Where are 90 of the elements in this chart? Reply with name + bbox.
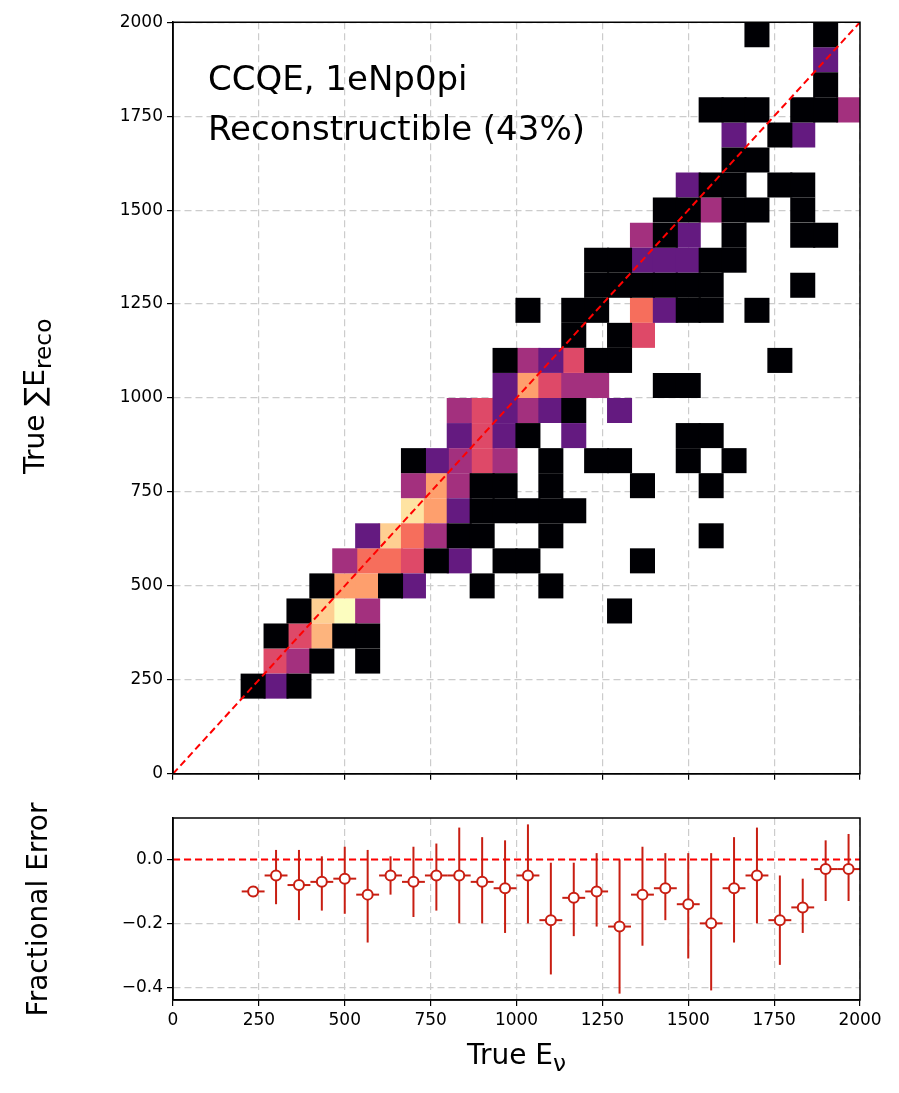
y-tick-label: −0.2 xyxy=(121,911,163,932)
point xyxy=(675,247,701,273)
point xyxy=(407,875,420,888)
point xyxy=(652,247,678,273)
point xyxy=(652,297,678,323)
y-tick-label: 1500 xyxy=(119,198,163,219)
point xyxy=(561,372,587,398)
y-axis-title: Fractional Error xyxy=(21,802,55,1016)
y-tick-label: 750 xyxy=(130,480,163,501)
point xyxy=(361,888,374,901)
point xyxy=(292,879,305,892)
point xyxy=(813,47,839,73)
y-tick-label: 0.0 xyxy=(135,847,163,868)
point xyxy=(538,372,564,398)
point xyxy=(446,498,472,524)
y-tick-label: 2000 xyxy=(119,10,163,31)
point xyxy=(400,548,426,574)
point xyxy=(492,448,518,474)
point xyxy=(400,473,426,499)
point xyxy=(613,920,626,933)
point xyxy=(584,372,610,398)
point xyxy=(400,573,426,599)
point xyxy=(270,869,283,882)
x-tick-label: 250 xyxy=(242,1008,276,1029)
point xyxy=(332,548,358,574)
point xyxy=(446,423,472,449)
y-tick-label: 1000 xyxy=(119,386,163,407)
x-axis-title: True E$_{ν}$ xyxy=(465,1038,568,1077)
point xyxy=(423,523,449,549)
point xyxy=(842,863,855,876)
y-tick-label: 250 xyxy=(130,668,163,689)
x-tick-label: 750 xyxy=(414,1008,447,1029)
point xyxy=(728,882,741,895)
point xyxy=(819,863,832,876)
point xyxy=(705,917,718,930)
x-tick-label: 1250 xyxy=(580,1008,625,1029)
point xyxy=(400,523,426,549)
point xyxy=(446,398,472,424)
point xyxy=(773,914,786,927)
x-tick-label: 1000 xyxy=(494,1008,539,1029)
point xyxy=(567,891,580,904)
y-tick-label: 1250 xyxy=(119,292,163,313)
point xyxy=(682,898,695,911)
point xyxy=(675,222,701,248)
point xyxy=(629,222,655,248)
point xyxy=(538,398,564,424)
point xyxy=(492,372,518,398)
point xyxy=(446,548,472,574)
point xyxy=(629,297,655,323)
point xyxy=(790,122,816,148)
y-tick-label: 0 xyxy=(152,762,163,783)
point xyxy=(492,398,518,424)
point xyxy=(544,914,557,927)
point xyxy=(355,573,381,599)
point xyxy=(796,901,809,914)
point xyxy=(384,869,397,882)
point xyxy=(355,523,381,549)
point xyxy=(315,875,328,888)
point xyxy=(476,875,489,888)
point xyxy=(561,423,587,449)
x-tick-label: 1500 xyxy=(666,1008,710,1029)
point xyxy=(423,498,449,524)
annotation: CCQE, 1eNp0pi xyxy=(208,58,468,98)
point xyxy=(453,869,466,882)
x-tick-label: 500 xyxy=(328,1008,361,1029)
point xyxy=(521,869,534,882)
point xyxy=(675,172,701,198)
point xyxy=(590,885,603,898)
annotation: Reconstructible (43%) xyxy=(208,108,585,148)
point xyxy=(430,869,443,882)
x-tick-label: 1750 xyxy=(752,1008,796,1029)
point xyxy=(499,882,512,895)
point xyxy=(378,548,404,574)
point xyxy=(247,885,260,898)
point xyxy=(750,869,763,882)
point xyxy=(446,473,472,499)
x-tick-label: 0 xyxy=(167,1008,179,1029)
point xyxy=(538,347,564,373)
x-tick-label: 2000 xyxy=(838,1008,882,1029)
point xyxy=(423,448,449,474)
point xyxy=(629,322,655,348)
point xyxy=(659,882,672,895)
y-tick-label: 1750 xyxy=(119,104,163,125)
point xyxy=(355,598,381,624)
point xyxy=(636,888,649,901)
point xyxy=(338,872,351,885)
y-tick-label: −0.4 xyxy=(121,975,163,996)
y-tick-label: 500 xyxy=(130,574,163,595)
point xyxy=(607,398,633,424)
point xyxy=(721,122,747,148)
